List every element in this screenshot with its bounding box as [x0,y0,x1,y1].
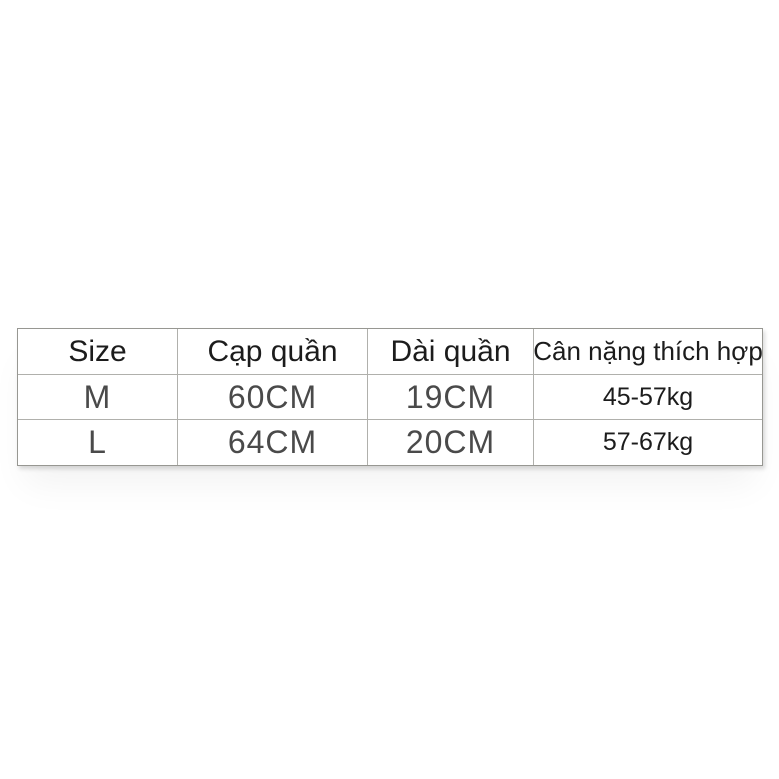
cell-weight-l: 57-67kg [602,428,694,456]
cell-weight-m: 45-57kg [534,375,762,420]
header-cell-weight: Cân nặng thích hợp [534,329,762,375]
cell-length-l: 20CM [368,420,534,465]
cell-waist-m: 60CM [178,375,368,420]
header-cell-waist: Cạp quần [178,329,368,375]
size-chart-table: Size Cạp quần Dài quần Cân nặng thích hợ… [17,328,763,466]
cell-size-m: M [18,375,178,420]
cell-size-l: L [18,420,178,465]
header-cell-size: Size [18,329,178,375]
cell-waist-l: 64CM [178,420,368,465]
header-cell-length: Dài quần [368,329,534,375]
cell-length-m: 19CM [368,375,534,420]
